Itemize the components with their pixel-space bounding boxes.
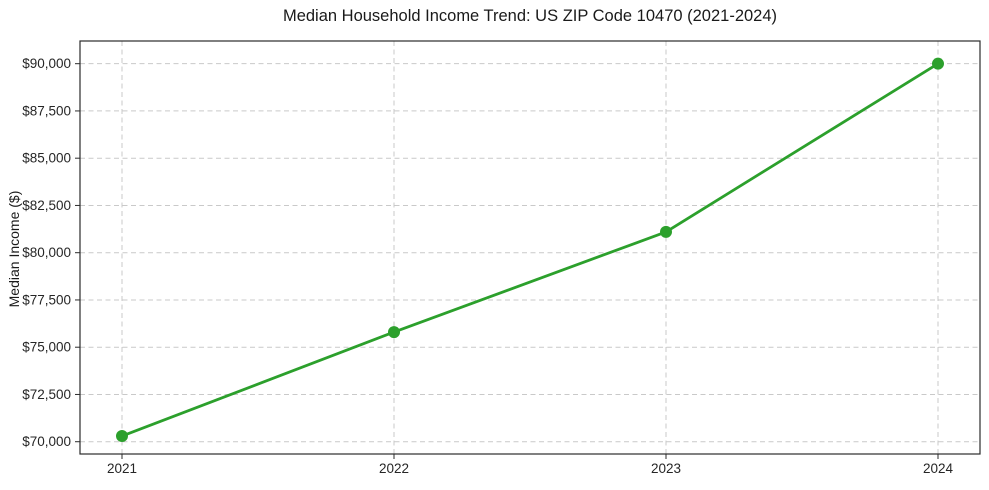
data-point [388, 326, 400, 339]
y-tick-label: $77,500 [22, 292, 71, 307]
y-tick-label: $82,500 [22, 198, 71, 213]
x-tick-label: 2024 [923, 461, 954, 476]
y-tick-label: $87,500 [22, 103, 71, 118]
chart-title: Median Household Income Trend: US ZIP Co… [282, 7, 778, 25]
y-tick-label: $75,000 [22, 340, 71, 355]
data-point [116, 430, 128, 443]
y-tick-label: $70,000 [22, 434, 71, 449]
x-tick-label: 2021 [107, 461, 137, 476]
y-tick-label: $72,500 [22, 387, 71, 402]
plot-border [79, 40, 981, 455]
data-point [932, 57, 944, 70]
y-tick-label: $85,000 [22, 151, 71, 166]
y-tick-label: $90,000 [22, 56, 71, 71]
x-tick-label: 2022 [379, 461, 409, 476]
x-tick-label: 2023 [651, 461, 681, 476]
y-tick-label: $80,000 [22, 245, 71, 260]
trend-line [120, 62, 940, 438]
data-point [660, 225, 672, 238]
